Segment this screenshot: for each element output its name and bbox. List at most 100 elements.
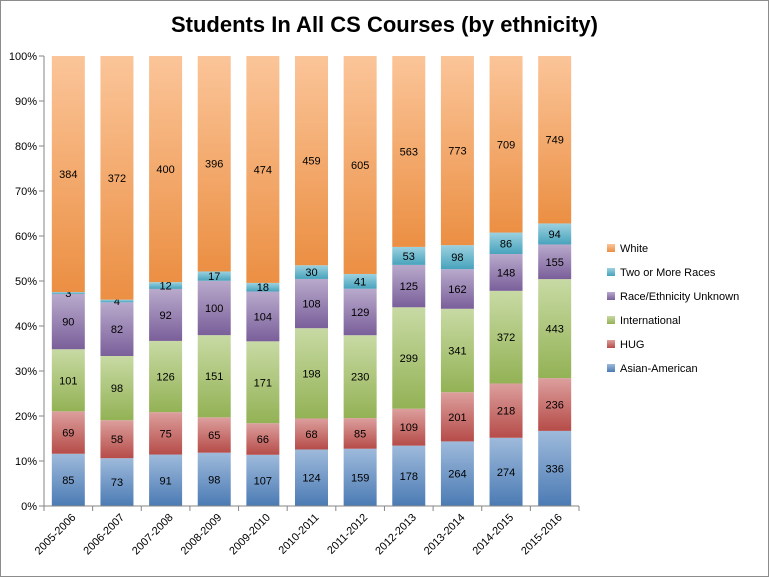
data-label: 100 (205, 303, 223, 315)
bar-segment (51, 56, 85, 293)
bar-segment (489, 56, 523, 233)
bar-segment (538, 430, 572, 506)
data-label: 4 (114, 296, 120, 308)
bar-segment (246, 423, 280, 455)
data-label: 201 (448, 412, 466, 424)
data-label: 162 (448, 284, 466, 296)
data-label: 90 (62, 317, 74, 329)
data-label: 53 (403, 251, 415, 263)
y-tick-label: 60% (15, 231, 37, 243)
bar-segment (538, 56, 572, 224)
bar-segment (149, 288, 183, 341)
bar-segment (197, 417, 231, 453)
bar-segment (440, 56, 474, 246)
bar-segment (392, 264, 426, 308)
data-label: 384 (59, 169, 77, 181)
data-label: 155 (546, 257, 564, 269)
data-label: 98 (208, 474, 220, 486)
legend-label: Race/Ethnicity Unknown (620, 291, 739, 303)
bar-segment (343, 335, 377, 419)
bar-segment (149, 282, 183, 289)
bar-segment (489, 383, 523, 438)
data-label: 107 (254, 475, 272, 487)
data-label: 94 (549, 229, 561, 241)
bar-segment (392, 408, 426, 446)
bar-segment (246, 282, 280, 292)
y-tick-label: 0% (21, 501, 37, 513)
data-label: 98 (451, 252, 463, 264)
bar-segment (538, 378, 572, 431)
legend-swatch (607, 340, 615, 348)
y-tick-label: 90% (15, 96, 37, 108)
legend-swatch (607, 292, 615, 300)
x-tick-label: 2013-2014 (422, 512, 468, 558)
x-tick-label: 2006-2007 (81, 512, 127, 558)
data-label: 148 (497, 267, 515, 279)
legend-label: HUG (620, 339, 644, 351)
bar-segment (51, 411, 85, 454)
legend-swatch (607, 244, 615, 252)
y-tick-label: 30% (15, 366, 37, 378)
bar-segment (246, 291, 280, 342)
data-label: 709 (497, 139, 515, 151)
x-tick-label: 2008-2009 (179, 512, 225, 558)
data-label: 58 (111, 434, 123, 446)
data-label: 178 (400, 471, 418, 483)
data-label: 171 (254, 377, 272, 389)
bar-segment (295, 328, 328, 419)
bar-segment (51, 292, 85, 294)
x-tick-label: 2010-2011 (277, 512, 322, 557)
bar-segment (295, 56, 328, 266)
data-label: 341 (448, 345, 466, 357)
bar-segment (100, 458, 134, 506)
data-label: 400 (156, 164, 174, 176)
data-label: 773 (448, 146, 466, 158)
bar-segment (149, 56, 183, 283)
bar-segment (51, 293, 85, 350)
data-label: 396 (205, 159, 223, 171)
bar-segment (51, 349, 85, 412)
bar-segment (100, 56, 134, 300)
bar-segment (100, 420, 134, 459)
data-label: 236 (546, 400, 564, 412)
data-label: 474 (254, 164, 272, 176)
bar-segment (392, 307, 426, 409)
bar-segment (295, 418, 328, 450)
data-label: 68 (305, 429, 317, 441)
bar-segment (440, 441, 474, 506)
data-label: 336 (546, 463, 564, 475)
x-tick-label: 2007-2008 (130, 512, 176, 558)
data-label: 563 (400, 146, 418, 158)
y-tick-label: 40% (15, 321, 37, 333)
bar-segment (197, 335, 231, 418)
bar-segment (538, 244, 572, 280)
bar-segment (149, 454, 183, 506)
data-label: 372 (108, 173, 126, 185)
y-tick-label: 10% (15, 456, 37, 468)
bar-segment (246, 56, 280, 283)
bar-segment (197, 452, 231, 506)
data-label: 372 (497, 332, 515, 344)
bar-segment (149, 412, 183, 455)
data-label: 124 (302, 473, 320, 485)
legend-label: International (620, 315, 681, 327)
y-tick-label: 70% (15, 186, 37, 198)
data-label: 12 (159, 281, 171, 293)
bar-segment (538, 279, 572, 379)
data-label: 82 (111, 324, 123, 336)
bar-segment (343, 448, 377, 506)
legend-label: Asian-American (620, 363, 698, 375)
bar-segment (392, 246, 426, 265)
chart-title: Students In All CS Courses (by ethnicity… (170, 12, 598, 37)
bar-segment (538, 223, 572, 245)
bar-segment (489, 290, 523, 384)
data-label: 30 (305, 267, 317, 279)
bar-segment (440, 269, 474, 309)
bar-segment (197, 280, 231, 336)
data-label: 198 (302, 368, 320, 380)
x-tick-label: 2005-2006 (33, 512, 79, 558)
data-label: 65 (208, 430, 220, 442)
bar-segment (51, 453, 85, 506)
legend-swatch (607, 364, 615, 372)
data-label: 3 (65, 288, 71, 300)
